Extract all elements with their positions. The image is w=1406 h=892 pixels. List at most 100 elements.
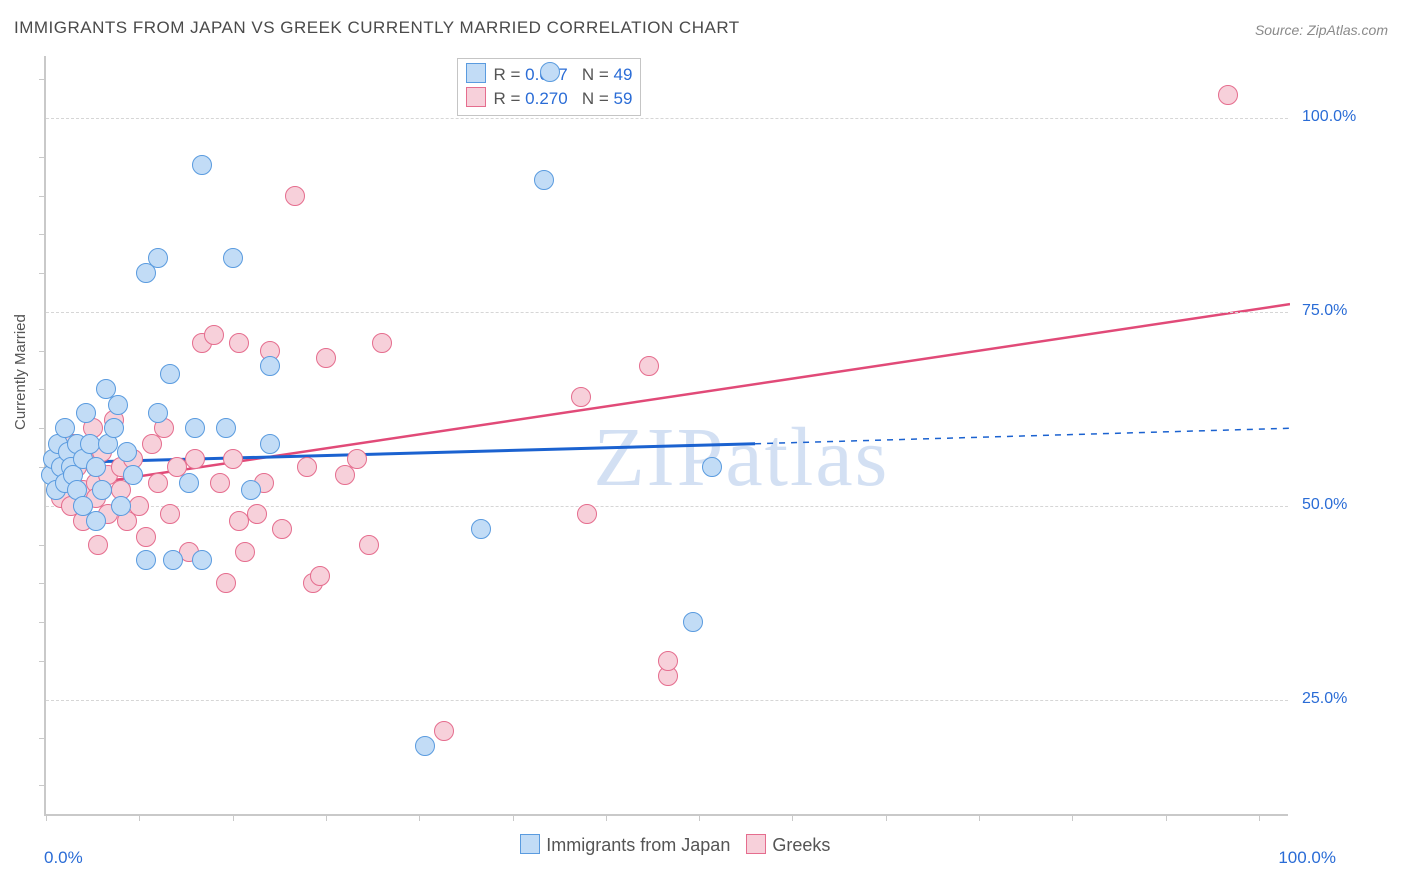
japan-point bbox=[163, 550, 183, 570]
greek-point bbox=[235, 542, 255, 562]
x-tick bbox=[139, 814, 140, 821]
series-legend: Immigrants from Japan Greeks bbox=[504, 834, 830, 856]
japan-point bbox=[104, 418, 124, 438]
japan-point bbox=[123, 465, 143, 485]
japan-point bbox=[136, 550, 156, 570]
legend-r-value: 0.270 bbox=[525, 89, 568, 108]
japan-point bbox=[108, 395, 128, 415]
japan-point bbox=[76, 403, 96, 423]
greek-point bbox=[129, 496, 149, 516]
japan-point bbox=[148, 403, 168, 423]
greek-point bbox=[639, 356, 659, 376]
greek-point bbox=[229, 333, 249, 353]
x-tick bbox=[233, 814, 234, 821]
greek-swatch bbox=[746, 834, 766, 854]
gridline bbox=[46, 700, 1288, 701]
y-tick bbox=[39, 738, 46, 739]
japan-point bbox=[223, 248, 243, 268]
y-tick bbox=[39, 428, 46, 429]
y-tick bbox=[39, 273, 46, 274]
greek-point bbox=[160, 504, 180, 524]
legend-n-value: 59 bbox=[614, 89, 633, 108]
y-tick bbox=[39, 157, 46, 158]
y-tick bbox=[39, 234, 46, 235]
gridline bbox=[46, 312, 1288, 313]
y-axis-label: Currently Married bbox=[12, 314, 29, 430]
greek-point bbox=[347, 449, 367, 469]
japan-point bbox=[179, 473, 199, 493]
source-attribution: Source: ZipAtlas.com bbox=[1255, 22, 1388, 38]
x-tick bbox=[606, 814, 607, 821]
greek-point bbox=[571, 387, 591, 407]
y-tick-label: 50.0% bbox=[1302, 496, 1347, 514]
japan-swatch bbox=[466, 63, 486, 83]
chart-plot-area: ZIPatlas R = 0.047 N = 49R = 0.270 N = 5… bbox=[44, 56, 1288, 816]
japan-point bbox=[241, 480, 261, 500]
japan-point bbox=[111, 496, 131, 516]
legend-row-greek: R = 0.270 N = 59 bbox=[466, 87, 633, 111]
gridline bbox=[46, 506, 1288, 507]
y-tick bbox=[39, 622, 46, 623]
legend-n-label: N = bbox=[568, 65, 614, 84]
japan-swatch bbox=[520, 834, 540, 854]
y-tick bbox=[39, 583, 46, 584]
y-tick-label: 25.0% bbox=[1302, 690, 1347, 708]
chart-title: IMMIGRANTS FROM JAPAN VS GREEK CURRENTLY… bbox=[14, 18, 740, 38]
japan-point bbox=[86, 511, 106, 531]
greek-point bbox=[272, 519, 292, 539]
greek-point bbox=[316, 348, 336, 368]
greek-point bbox=[136, 527, 156, 547]
legend-series-label: Immigrants from Japan bbox=[546, 835, 730, 855]
y-tick-label: 100.0% bbox=[1302, 108, 1356, 126]
gridline bbox=[46, 118, 1288, 119]
japan-point bbox=[534, 170, 554, 190]
japan-point bbox=[86, 457, 106, 477]
japan-point bbox=[160, 364, 180, 384]
japan-point bbox=[702, 457, 722, 477]
y-tick bbox=[39, 389, 46, 390]
x-tick bbox=[513, 814, 514, 821]
x-tick bbox=[1166, 814, 1167, 821]
greek-point bbox=[185, 449, 205, 469]
greek-point bbox=[658, 651, 678, 671]
japan-point bbox=[148, 248, 168, 268]
japan-point bbox=[80, 434, 100, 454]
greek-point bbox=[88, 535, 108, 555]
greek-point bbox=[247, 504, 267, 524]
legend-n-value: 49 bbox=[614, 65, 633, 84]
greek-point bbox=[372, 333, 392, 353]
x-tick bbox=[46, 814, 47, 821]
greek-point bbox=[297, 457, 317, 477]
y-tick bbox=[39, 545, 46, 546]
greek-point bbox=[148, 473, 168, 493]
greek-point bbox=[229, 511, 249, 531]
y-tick bbox=[39, 79, 46, 80]
japan-point bbox=[260, 434, 280, 454]
x-axis-max-label: 100.0% bbox=[1278, 848, 1336, 868]
japan-point bbox=[216, 418, 236, 438]
legend-n-label: N = bbox=[568, 89, 614, 108]
greek-point bbox=[434, 721, 454, 741]
japan-point bbox=[192, 550, 212, 570]
x-tick bbox=[792, 814, 793, 821]
greek-point bbox=[210, 473, 230, 493]
japan-point bbox=[540, 62, 560, 82]
x-tick bbox=[979, 814, 980, 821]
legend-series-label: Greeks bbox=[772, 835, 830, 855]
japan-point bbox=[117, 442, 137, 462]
greek-point bbox=[310, 566, 330, 586]
greek-point bbox=[1218, 85, 1238, 105]
x-tick bbox=[699, 814, 700, 821]
y-tick bbox=[39, 785, 46, 786]
x-tick bbox=[1259, 814, 1260, 821]
y-tick bbox=[39, 196, 46, 197]
greek-point bbox=[577, 504, 597, 524]
y-tick bbox=[39, 661, 46, 662]
x-tick bbox=[886, 814, 887, 821]
x-axis-min-label: 0.0% bbox=[44, 848, 83, 868]
greek-point bbox=[204, 325, 224, 345]
y-tick bbox=[39, 351, 46, 352]
greek-point bbox=[359, 535, 379, 555]
watermark-text: ZIPatlas bbox=[593, 409, 889, 506]
japan-point bbox=[471, 519, 491, 539]
